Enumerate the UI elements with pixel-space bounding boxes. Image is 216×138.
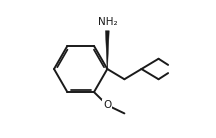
Text: NH₂: NH₂ xyxy=(97,17,117,27)
Text: O: O xyxy=(103,100,111,110)
Polygon shape xyxy=(105,31,109,69)
